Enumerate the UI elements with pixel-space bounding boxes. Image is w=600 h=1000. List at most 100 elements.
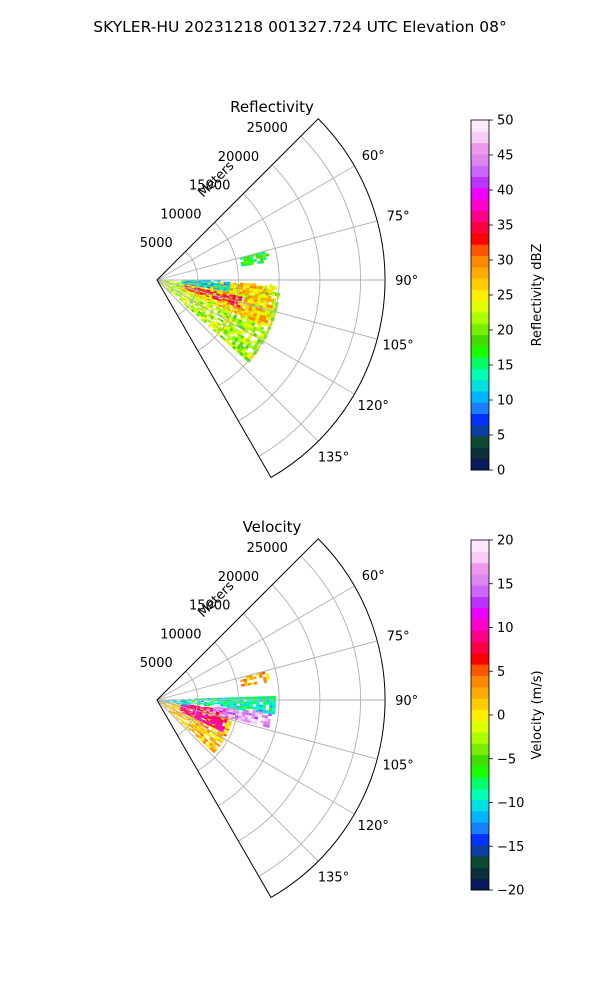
echo-cell [255,291,259,295]
echo-cell [187,705,191,707]
echo-cell [209,708,214,711]
echo-cell [190,285,194,288]
echo-cell [192,711,196,714]
echo-cell [214,726,218,730]
colorbar-swatch [471,641,489,654]
echo-cell [162,703,165,706]
colorbar-swatch [471,334,489,347]
echo-cell [208,733,212,737]
echo-cell [264,319,269,324]
echo-cell [240,335,245,339]
echo-cell [261,714,266,718]
echo-cell [258,294,262,298]
echo-cell [207,281,211,283]
echo-cell [248,340,253,345]
echo-cell [241,714,246,718]
echo-cell [245,290,250,293]
echo-cell [242,708,247,711]
echo-cell [173,715,177,718]
echo-cell [256,255,260,259]
echo-cell [184,301,188,305]
echo-cell [247,717,252,721]
echo-cell [214,716,219,719]
echo-cell [197,698,201,700]
range-ring [238,584,321,842]
echo-cell [271,293,276,297]
echo-cell [245,292,249,296]
echo-cell [214,697,218,700]
echo-cell [214,735,219,739]
echo-cell [190,284,195,286]
echo-cell [253,721,258,725]
echo-cell [186,299,190,303]
echo-cell [232,339,238,344]
echo-cell [197,736,201,740]
echo-cell [256,701,260,705]
echo-cell [264,295,269,299]
range-ring [258,135,361,457]
echo-cell [226,287,230,290]
colorbar-swatch [471,573,489,586]
echo-cell [252,326,257,331]
echo-cell [182,293,186,296]
echo-cell [190,707,194,710]
echo-cell [260,297,265,301]
echo-cell [227,308,232,312]
echo-cell [220,738,224,742]
echo-cell [168,285,172,287]
echo-cell [200,312,205,316]
echo-cell [226,331,231,336]
echo-cell [197,286,201,289]
echo-cell [171,286,175,289]
echo-cell [250,262,255,266]
echo-cell [197,289,201,291]
echo-cell [228,712,233,715]
echo-cell [178,714,182,717]
colorbar-swatch [471,540,489,552]
echo-cell [245,319,250,324]
echo-cell [219,288,224,291]
echo-cell [170,708,174,711]
echo-cell [172,283,177,285]
echo-cell [226,704,231,707]
echo-cell [241,354,247,359]
echo-cell [243,719,248,723]
echo-cell [229,327,234,332]
colorbar-swatch [471,300,489,313]
echo-cell [197,705,201,708]
echo-cell [226,726,231,730]
echo-cell [180,721,184,725]
echo-cell [201,306,205,309]
echo-cell [191,304,195,307]
echo-cell [227,301,231,305]
echo-cell [197,284,201,286]
echo-cell [173,701,177,703]
echo-cell [187,705,191,708]
echo-cell [216,293,220,296]
echo-cell [227,335,232,340]
echo-cell [197,295,202,298]
echo-cell [179,718,182,722]
echo-cell [269,283,273,288]
echo-cell [169,283,173,285]
echo-cell [243,258,247,262]
echo-cell [196,721,201,725]
echo-cell [196,727,201,731]
echo-cell [248,292,253,296]
echo-cell [249,288,253,291]
echo-cell [259,674,263,679]
echo-cell [242,314,247,318]
echo-layer [157,671,276,754]
echo-cell [196,312,200,316]
echo-cell [216,743,221,747]
echo-cell [187,706,191,709]
echo-cell [200,707,204,709]
colorbar-swatch [471,844,489,857]
echo-cell [263,322,268,327]
echo-cell [234,308,239,312]
echo-cell [247,262,252,266]
echo-cell [232,294,237,298]
echo-cell [223,701,227,704]
echo-cell [177,710,181,713]
